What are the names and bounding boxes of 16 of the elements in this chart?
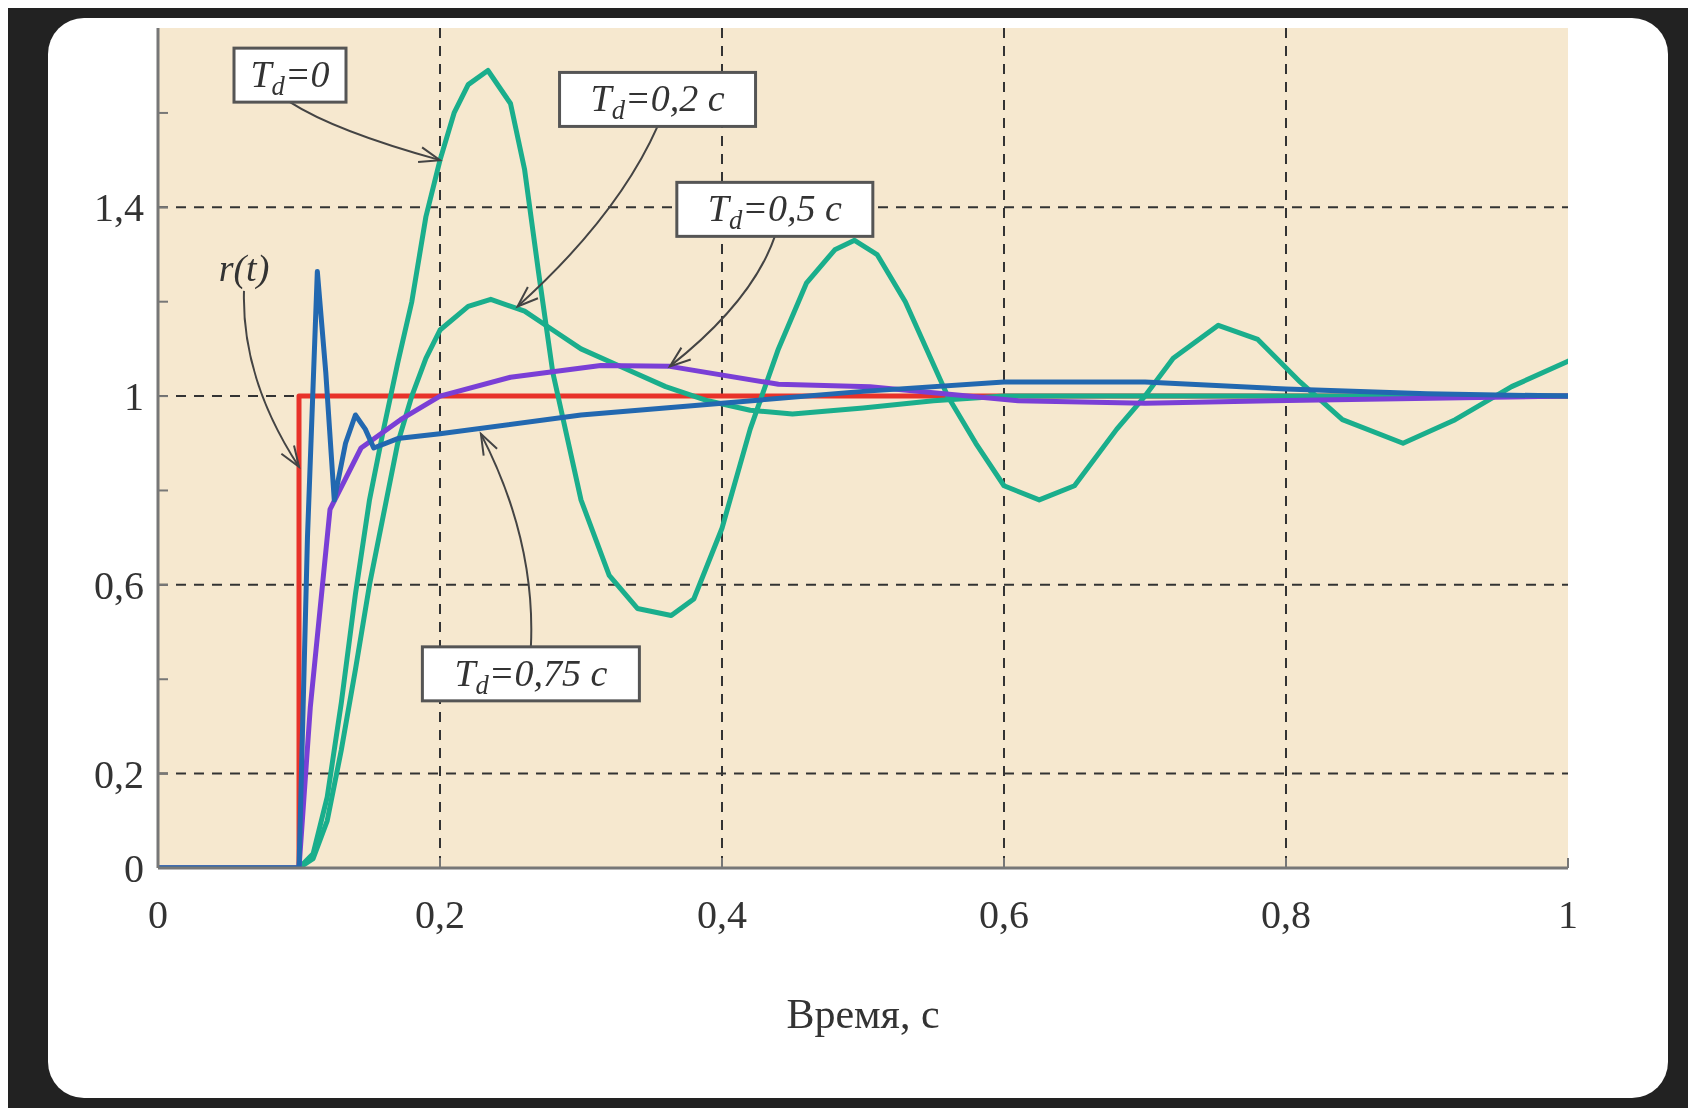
y-tick-label: 0,6	[94, 562, 144, 608]
annotation: T$_{d}$=0,5 с	[707, 187, 842, 236]
x-tick-label: 0,8	[1261, 892, 1311, 937]
x-tick-label: 1	[1558, 892, 1578, 937]
y-tick-label: 0	[124, 846, 144, 891]
y-tick-label: 1,4	[94, 185, 144, 231]
annotation: T$_{d}$=0,75 с	[454, 651, 608, 700]
x-tick-label: 0,2	[415, 892, 465, 937]
annotation: T$_{d}$=0	[250, 53, 330, 102]
y-tick-label: 1	[124, 374, 144, 420]
x-axis-title: Время, с	[786, 991, 940, 1037]
y-tick-label: 0,2	[94, 751, 144, 797]
x-tick-label: 0,4	[697, 892, 747, 937]
annotation: r(t)	[218, 246, 270, 290]
x-tick-label: 0,6	[979, 892, 1029, 937]
annotation: T$_{d}$=0,2 с	[590, 77, 725, 126]
